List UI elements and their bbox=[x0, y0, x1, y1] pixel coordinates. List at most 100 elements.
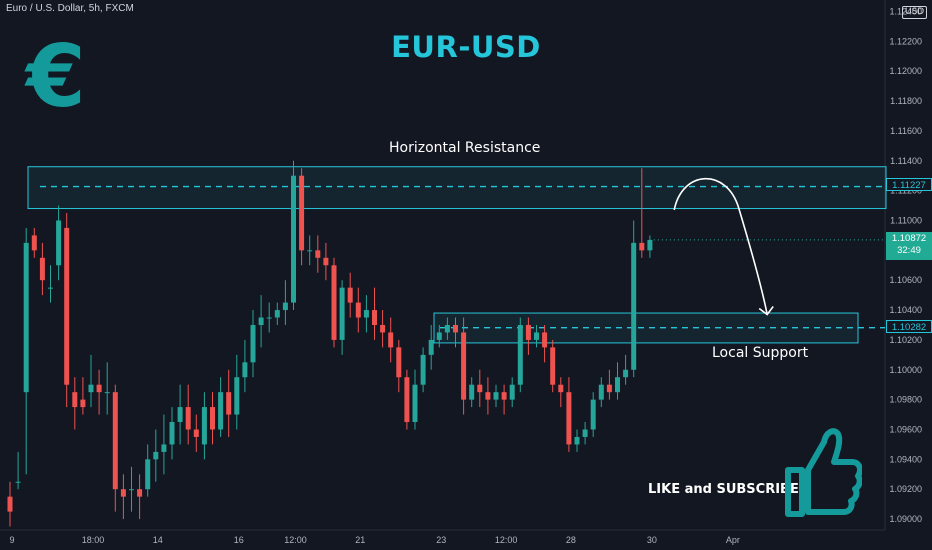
candle bbox=[315, 235, 321, 273]
candle-body bbox=[120, 489, 126, 497]
candle bbox=[39, 242, 45, 296]
candle bbox=[582, 422, 588, 445]
candle bbox=[234, 354, 240, 430]
thumbs-up-icon bbox=[785, 428, 862, 517]
candle-body bbox=[566, 392, 572, 445]
candle bbox=[525, 317, 531, 355]
candle bbox=[226, 369, 232, 437]
candle-body bbox=[485, 392, 491, 400]
time-tick-label: 14 bbox=[153, 535, 163, 545]
candle bbox=[31, 227, 37, 258]
candle bbox=[274, 302, 280, 325]
price-axis[interactable]: 1.09000 1.09200 1.09400 1.09600 1.09800 1.100… bbox=[889, 6, 922, 524]
price-tick-label: 1.10400 bbox=[889, 305, 922, 315]
candle bbox=[558, 377, 564, 408]
candle bbox=[56, 205, 62, 281]
bar-countdown: 32:49 bbox=[897, 245, 921, 256]
candle bbox=[48, 265, 53, 303]
candle-body bbox=[542, 332, 548, 348]
candle-body bbox=[210, 407, 215, 430]
price-tick-label: 1.10600 bbox=[889, 275, 922, 285]
candle bbox=[574, 429, 580, 452]
candle bbox=[347, 272, 353, 318]
time-tick-label: 18:00 bbox=[82, 535, 105, 545]
candle bbox=[129, 466, 134, 512]
candle-body bbox=[469, 384, 475, 400]
candle-body bbox=[129, 489, 134, 491]
candle-body bbox=[428, 339, 434, 355]
candle bbox=[396, 339, 402, 393]
candle-body bbox=[339, 287, 345, 340]
candle-body bbox=[137, 489, 143, 497]
chart-overlay bbox=[653, 177, 885, 316]
candle-body bbox=[388, 332, 394, 348]
candle bbox=[169, 407, 175, 460]
candle-body bbox=[39, 257, 45, 281]
forecast-arrow bbox=[673, 177, 768, 315]
candle-body bbox=[396, 347, 402, 378]
current-price-value: 1.10872 bbox=[891, 233, 927, 244]
candle-body bbox=[598, 384, 604, 400]
candle bbox=[299, 168, 305, 266]
price-tick-label: 1.09000 bbox=[889, 514, 922, 524]
time-tick-label: 12:00 bbox=[495, 535, 518, 545]
candle-body bbox=[88, 384, 94, 393]
candle bbox=[161, 414, 167, 475]
candle-body bbox=[331, 265, 337, 340]
time-axis[interactable]: 9 18:00 14 16 12:00 21 23 12:00 28 30 Apr bbox=[9, 535, 739, 545]
candle-body bbox=[282, 302, 288, 311]
candle-body bbox=[266, 317, 272, 319]
price-tick-label: 1.09600 bbox=[889, 424, 922, 434]
candle-body bbox=[363, 310, 369, 318]
candle bbox=[566, 377, 572, 452]
candle bbox=[404, 369, 410, 430]
candle bbox=[355, 287, 361, 333]
candle-body bbox=[250, 324, 256, 363]
candle-body bbox=[185, 407, 191, 430]
time-tick-label: Apr bbox=[726, 535, 740, 545]
candle-body bbox=[56, 220, 62, 266]
candle-body bbox=[234, 377, 240, 415]
candle bbox=[266, 302, 272, 333]
candle-body bbox=[193, 429, 199, 437]
candle bbox=[282, 280, 288, 325]
currency-unit-badge[interactable]: USD bbox=[902, 6, 928, 19]
candle bbox=[177, 384, 183, 445]
resistance-label: Horizontal Resistance bbox=[389, 140, 541, 156]
candle-body bbox=[631, 242, 637, 370]
candle bbox=[145, 444, 151, 497]
candle bbox=[469, 377, 475, 408]
candle bbox=[250, 310, 256, 378]
chart-title: EUR-USD bbox=[391, 30, 541, 64]
candle bbox=[88, 354, 94, 408]
candle bbox=[639, 168, 645, 258]
time-tick-label: 23 bbox=[436, 535, 446, 545]
candle bbox=[550, 339, 556, 393]
price-tick-label: 1.12400 bbox=[889, 6, 922, 16]
candle bbox=[291, 160, 296, 311]
candle-body bbox=[169, 422, 175, 445]
price-tick-label: 1.09400 bbox=[889, 454, 922, 464]
symbol-info[interactable]: Euro / U.S. Dollar, 5h, FXCM bbox=[6, 3, 134, 14]
candle-body bbox=[226, 392, 232, 415]
candle bbox=[647, 235, 653, 258]
time-tick-label: 28 bbox=[566, 535, 576, 545]
candle-body bbox=[517, 324, 523, 385]
candle-body bbox=[347, 287, 353, 303]
candle bbox=[96, 369, 102, 415]
candle-body bbox=[606, 384, 612, 393]
candle-body bbox=[574, 436, 580, 445]
candle-body bbox=[355, 302, 361, 318]
chart-zones bbox=[27, 166, 887, 344]
candle-body bbox=[104, 392, 110, 394]
candle-body bbox=[291, 175, 296, 303]
candle-body bbox=[461, 332, 467, 400]
candle bbox=[72, 377, 78, 430]
candle bbox=[7, 481, 13, 527]
chart-grid bbox=[0, 0, 886, 531]
candle bbox=[623, 354, 629, 385]
candle-body bbox=[145, 459, 151, 490]
candle-body bbox=[436, 332, 442, 340]
candle-series bbox=[7, 160, 653, 527]
